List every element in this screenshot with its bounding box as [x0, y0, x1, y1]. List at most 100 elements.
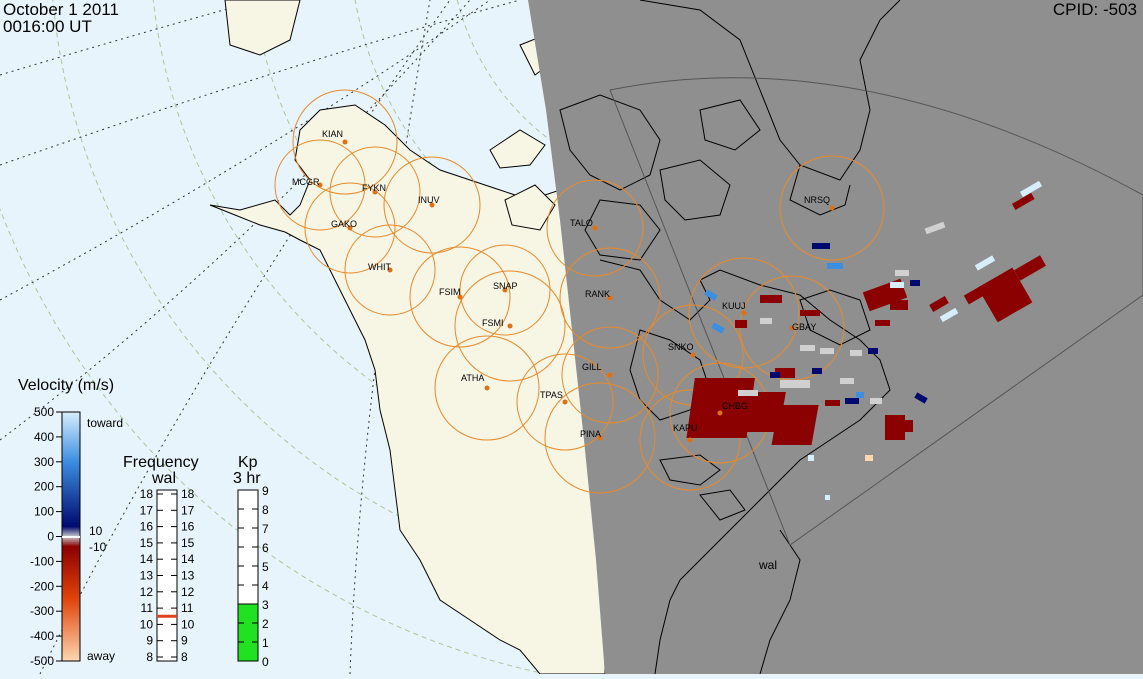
kp-tick-label: 2 — [262, 617, 269, 631]
station-label: WHIT — [368, 262, 391, 272]
radar-label: wal — [758, 558, 777, 572]
velocity-tick-label: 300 — [34, 455, 54, 469]
frequency-tick-label: 17 — [140, 503, 154, 517]
station-fov-circles — [274, 89, 885, 494]
kp-scale: Kp 3 hr 9 8 7 6 5 4 3 2 1 0 — [233, 454, 269, 669]
station-label: SNAP — [493, 281, 518, 291]
frequency-tick-label: 12 — [140, 585, 154, 599]
station-dot — [372, 189, 378, 195]
station-label: FYKN — [362, 183, 386, 193]
station-label: INUV — [418, 195, 440, 205]
station-label: FSMI — [482, 318, 504, 328]
station-dot — [607, 372, 613, 378]
frequency-scale-subtitle: wal — [151, 470, 176, 487]
station-dot — [592, 225, 598, 231]
frequency-tick-label: 16 — [140, 520, 154, 534]
velocity-tick-label: -300 — [30, 604, 54, 618]
station-label: GILL — [582, 362, 602, 372]
velocity-tick-label: 500 — [34, 405, 54, 419]
frequency-tick-label: 8 — [181, 650, 188, 664]
velocity-tick-label: 400 — [34, 430, 54, 444]
velocity-tick-label: 0 — [47, 530, 54, 544]
station-dot — [457, 294, 463, 300]
station-dot — [317, 182, 323, 188]
frequency-tick-label: 13 — [140, 569, 154, 583]
station-label: CHBG — [722, 401, 748, 411]
kp-tick-label: 4 — [262, 579, 269, 593]
frequency-tick-label: 17 — [181, 503, 195, 517]
station-dot — [347, 225, 353, 231]
date-label: October 1 2011 — [3, 0, 119, 19]
station-label: KUUJ — [722, 301, 746, 311]
frequency-tick-label: 18 — [181, 487, 195, 501]
frequency-tick-label: 9 — [181, 634, 188, 648]
station-label: PINA — [580, 429, 601, 439]
frequency-tick-label: 15 — [181, 536, 195, 550]
station-dot — [502, 287, 508, 293]
frequency-scale-title: Frequency — [123, 454, 199, 471]
station-label: KAPU — [673, 423, 698, 433]
frequency-tick-label: 9 — [146, 634, 153, 648]
station-dot — [342, 139, 348, 145]
velocity-vectors — [686, 180, 1046, 500]
station-label: SNKO — [668, 342, 694, 352]
night-region — [528, 0, 1143, 674]
velocity-tick-label: -200 — [30, 579, 54, 593]
velocity-scale: Velocity (m/s) 500 400 300 200 100 0 -100 -200 -… — [18, 377, 123, 668]
kp-tick-label: 1 — [262, 636, 269, 650]
station-label: GAKO — [331, 219, 357, 229]
station-dot — [507, 323, 513, 329]
kp-fill — [237, 603, 259, 662]
frequency-tick-label: 12 — [181, 585, 195, 599]
stations: KIAN MCGR FYKN INUV GAKO WHIT FSIM SNAP FSMI TALO… — [292, 129, 835, 443]
velocity-negative-threshold: -10 — [89, 540, 107, 554]
velocity-positive-threshold: 10 — [89, 524, 103, 538]
station-label: TPAS — [540, 390, 563, 400]
kp-scale-subtitle: 3 hr — [233, 470, 261, 487]
station-label: RANK — [585, 289, 610, 299]
kp-tick-label: 5 — [262, 560, 269, 574]
station-dot — [607, 295, 613, 301]
frequency-tick-label: 8 — [146, 650, 153, 664]
velocity-tick-label: -500 — [30, 654, 54, 668]
frequency-tick-label: 10 — [140, 617, 154, 631]
velocity-away-label: away — [87, 649, 115, 663]
frequency-tick-label: 10 — [181, 617, 195, 631]
radar-fov — [609, 77, 1143, 546]
kp-tick-label: 8 — [262, 503, 269, 517]
frequency-scale: Frequency wal 18 18 17 17 16 16 15 15 14 14 13 13 12… — [123, 454, 199, 664]
station-dot — [387, 267, 393, 273]
velocity-scale-title: Velocity (m/s) — [18, 377, 114, 394]
frequency-marker — [157, 614, 177, 618]
frequency-tick-label: 18 — [140, 487, 154, 501]
frequency-tick-label: 14 — [181, 552, 195, 566]
velocity-tick-label: -400 — [30, 629, 54, 643]
station-dot — [562, 399, 568, 405]
frequency-tick-label: 15 — [140, 536, 154, 550]
frequency-tick-label: 13 — [181, 569, 195, 583]
velocity-tick-label: 100 — [34, 505, 54, 519]
velocity-tick-label: 200 — [34, 480, 54, 494]
time-label: 0016:00 UT — [3, 17, 92, 36]
night-coastlines — [559, 0, 901, 675]
kp-tick-label: 7 — [262, 522, 269, 536]
station-label: ATHA — [461, 373, 484, 383]
station-dot — [687, 437, 693, 443]
station-label: FSIM — [439, 287, 461, 297]
kp-scale-title: Kp — [238, 454, 258, 471]
station-label: NRSQ — [804, 195, 830, 205]
velocity-tick-label: -100 — [30, 554, 54, 568]
station-dot — [829, 205, 835, 211]
kp-tick-label: 6 — [262, 541, 269, 555]
cpid-label: CPID: -503 — [1052, 0, 1137, 19]
station-label: KIAN — [322, 129, 343, 139]
station-dot — [429, 202, 435, 208]
kp-tick-label: 0 — [262, 655, 269, 669]
frequency-tick-label: 11 — [181, 601, 194, 615]
station-dot — [717, 410, 723, 416]
station-label: TALO — [570, 218, 593, 228]
station-label: GBAY — [792, 322, 816, 332]
station-dot — [690, 352, 696, 358]
frequency-tick-label: 16 — [181, 520, 195, 534]
